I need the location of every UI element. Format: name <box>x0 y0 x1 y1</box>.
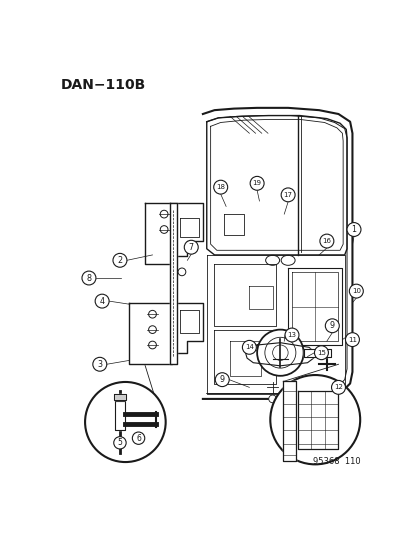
Polygon shape <box>145 203 202 264</box>
Circle shape <box>280 188 294 202</box>
Text: 14: 14 <box>244 344 253 350</box>
Polygon shape <box>297 391 338 449</box>
Text: 16: 16 <box>322 238 330 244</box>
Text: 8: 8 <box>86 273 91 282</box>
Text: 2: 2 <box>117 256 122 265</box>
Text: 15: 15 <box>316 350 325 356</box>
Circle shape <box>148 310 156 318</box>
Circle shape <box>113 253 127 267</box>
Circle shape <box>268 395 276 403</box>
Text: DAN−110B: DAN−110B <box>61 78 146 92</box>
Text: 1: 1 <box>351 225 356 234</box>
Circle shape <box>132 432 145 445</box>
Text: 9: 9 <box>219 375 224 384</box>
Text: 13: 13 <box>287 332 296 338</box>
Polygon shape <box>169 203 177 364</box>
Circle shape <box>331 381 344 394</box>
Circle shape <box>325 319 339 333</box>
Text: 5: 5 <box>117 438 122 447</box>
Circle shape <box>215 373 229 386</box>
Text: 9: 9 <box>329 321 334 330</box>
Circle shape <box>213 180 227 194</box>
Polygon shape <box>115 401 124 430</box>
Polygon shape <box>114 393 126 400</box>
Circle shape <box>178 268 185 276</box>
Circle shape <box>160 210 168 218</box>
Circle shape <box>284 328 298 342</box>
Circle shape <box>344 333 358 346</box>
Text: 10: 10 <box>351 288 360 294</box>
Circle shape <box>82 271 96 285</box>
Polygon shape <box>282 381 295 461</box>
Circle shape <box>184 240 198 254</box>
Circle shape <box>346 223 360 237</box>
Text: 11: 11 <box>347 337 356 343</box>
Circle shape <box>270 375 359 464</box>
Circle shape <box>93 357 107 371</box>
Circle shape <box>349 284 363 298</box>
Text: 6: 6 <box>136 434 141 443</box>
Text: 7: 7 <box>188 243 193 252</box>
Text: 95368  110: 95368 110 <box>312 457 359 466</box>
Polygon shape <box>303 349 330 357</box>
Circle shape <box>249 176 263 190</box>
Text: 17: 17 <box>283 192 292 198</box>
Text: 3: 3 <box>97 360 102 369</box>
Circle shape <box>148 326 156 334</box>
Text: 18: 18 <box>216 184 225 190</box>
Circle shape <box>242 341 256 354</box>
Polygon shape <box>129 303 202 364</box>
Text: 4: 4 <box>100 297 104 305</box>
Circle shape <box>85 382 165 462</box>
Circle shape <box>256 329 303 376</box>
Circle shape <box>95 294 109 308</box>
Circle shape <box>114 437 126 449</box>
Circle shape <box>319 234 333 248</box>
Circle shape <box>314 346 328 360</box>
Text: 12: 12 <box>333 384 342 390</box>
Circle shape <box>148 341 156 349</box>
Text: 19: 19 <box>252 180 261 187</box>
Circle shape <box>160 225 168 233</box>
